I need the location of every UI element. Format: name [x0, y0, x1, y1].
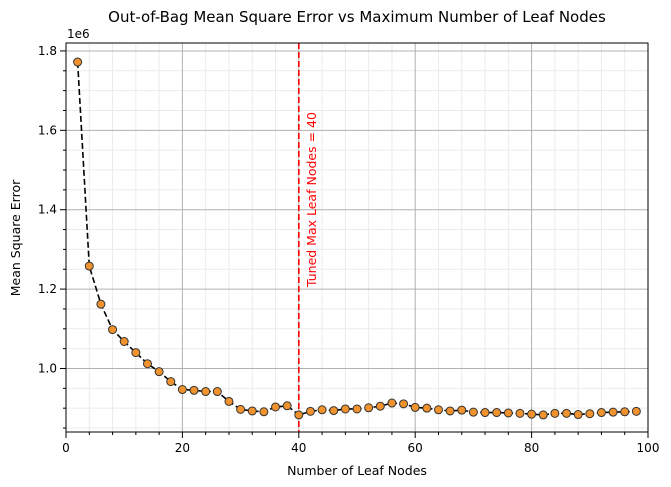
data-point	[259, 407, 269, 417]
data-point	[573, 410, 583, 420]
data-point	[585, 409, 595, 419]
data-point	[468, 407, 478, 417]
x-tick-label: 100	[637, 441, 660, 455]
data-point	[596, 408, 606, 418]
data-point	[201, 387, 211, 397]
data-point	[247, 406, 257, 416]
y-tick-label: 1.8	[38, 44, 57, 58]
data-point	[189, 385, 199, 395]
data-point	[305, 406, 315, 416]
x-tick-label: 40	[291, 441, 306, 455]
data-point	[364, 403, 374, 413]
data-point	[142, 359, 152, 369]
x-tick-label: 60	[408, 441, 423, 455]
vline-annotation: Tuned Max Leaf Nodes = 40	[304, 112, 319, 288]
data-point	[422, 403, 432, 413]
y-axis-label: Mean Square Error	[8, 179, 23, 296]
data-point	[317, 405, 327, 415]
x-axis-label: Number of Leaf Nodes	[287, 463, 427, 478]
y-tick-label: 1.6	[38, 123, 57, 137]
data-point	[271, 402, 281, 412]
x-tick-label: 20	[175, 441, 190, 455]
ticks-layer: 0 20 40 60 80 100 1.0 1.2 1.4 1.6 1.8	[38, 44, 660, 455]
data-point	[631, 406, 641, 416]
series-layer	[73, 57, 641, 420]
data-point	[387, 398, 397, 408]
data-point	[236, 404, 246, 414]
data-point	[340, 404, 350, 414]
y-offset-label: 1e6	[67, 27, 90, 41]
data-point	[177, 385, 187, 395]
data-point	[457, 405, 467, 415]
data-point	[433, 405, 443, 415]
data-point	[527, 409, 537, 419]
data-point	[503, 408, 513, 418]
data-point	[375, 401, 385, 411]
data-point	[282, 401, 292, 411]
data-point	[294, 410, 304, 420]
data-point	[445, 406, 455, 416]
data-point	[166, 377, 176, 387]
data-point	[399, 399, 409, 409]
data-point	[96, 299, 106, 309]
data-point	[224, 396, 234, 406]
data-point	[480, 408, 490, 418]
data-point	[212, 387, 222, 397]
data-point	[73, 57, 83, 67]
data-point	[131, 348, 141, 358]
y-tick-label: 1.4	[38, 203, 57, 217]
y-tick-label: 1.2	[38, 282, 57, 296]
data-point	[538, 410, 548, 420]
data-point	[515, 408, 525, 418]
data-point	[562, 408, 572, 418]
data-point	[154, 367, 164, 377]
x-tick-label: 0	[62, 441, 70, 455]
plot-frame	[65, 42, 649, 433]
data-point	[352, 404, 362, 414]
x-tick-label: 80	[524, 441, 539, 455]
data-point	[608, 407, 618, 417]
data-point	[329, 406, 339, 416]
y-tick-label: 1.0	[38, 361, 57, 375]
data-point	[119, 336, 129, 346]
data-point	[550, 408, 560, 418]
data-point	[620, 407, 630, 417]
data-point	[492, 408, 502, 418]
major-grid	[66, 43, 648, 432]
data-point	[84, 261, 94, 271]
data-point	[108, 325, 118, 335]
data-point	[410, 402, 420, 412]
chart-title: Out-of-Bag Mean Square Error vs Maximum …	[108, 8, 606, 26]
